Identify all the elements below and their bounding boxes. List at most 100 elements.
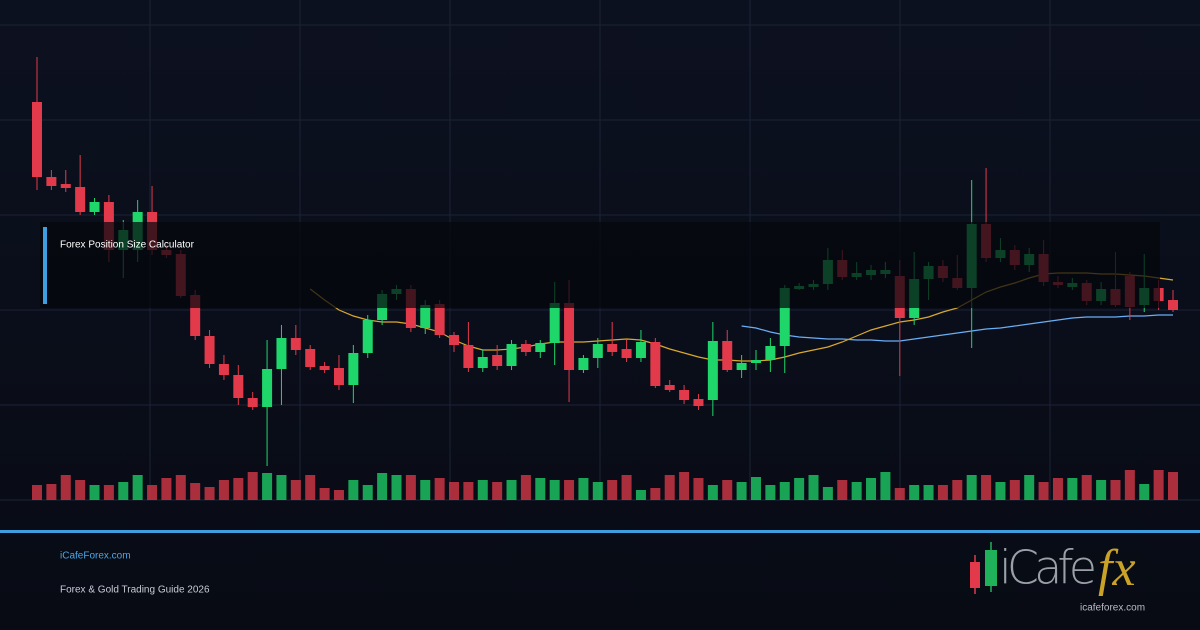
volume-bar — [592, 482, 603, 500]
volume-bar — [305, 475, 316, 500]
overlay-box — [40, 222, 1160, 308]
volume-bar — [1110, 480, 1121, 500]
site-link[interactable]: iCafeForex.com — [60, 551, 131, 562]
candle-body — [492, 355, 503, 366]
candle-body — [578, 358, 589, 370]
volume-bar — [578, 478, 589, 500]
volume-bar — [492, 482, 503, 500]
volume-bar — [175, 475, 186, 500]
volume-bar — [981, 475, 992, 500]
volume-bar — [995, 482, 1006, 500]
logo: iCafe fx icafeforex.com — [970, 540, 1145, 614]
volume-bar — [851, 482, 862, 500]
volume-bar — [391, 475, 402, 500]
candle-body — [276, 338, 287, 369]
volume-bar — [132, 475, 143, 500]
volume-bar — [1124, 470, 1135, 500]
candle-body — [449, 335, 460, 345]
volume-bar — [520, 475, 531, 500]
candle-body — [765, 346, 776, 360]
candle-body — [520, 344, 531, 352]
volume-bar — [894, 488, 905, 500]
candle-body — [693, 399, 704, 406]
candle-body — [405, 289, 416, 328]
volume-bar — [794, 478, 805, 500]
volume-bar — [937, 485, 948, 500]
volume-bar — [952, 480, 963, 500]
volume-bar — [506, 480, 517, 500]
candle-body — [549, 303, 560, 343]
logo-brand: iCafe — [999, 541, 1097, 595]
volume-bar — [607, 480, 618, 500]
volume-bar — [103, 485, 114, 500]
moving-average — [741, 314, 1173, 342]
candle-body — [564, 303, 575, 370]
candle-body — [46, 177, 57, 186]
volume-bar — [679, 472, 690, 500]
volume-bar — [333, 490, 344, 500]
volume-bar — [808, 475, 819, 500]
volume-bar — [1052, 478, 1063, 500]
volume-bar — [319, 488, 330, 500]
volume-bar — [434, 478, 445, 500]
candle-body — [305, 349, 316, 367]
volume-bar — [377, 473, 388, 500]
candle-body — [290, 338, 301, 350]
volume-bar — [1168, 472, 1178, 500]
overlay-accent — [43, 227, 47, 304]
candle-body — [420, 305, 431, 328]
candle-body — [32, 102, 42, 177]
candle-body — [348, 353, 359, 385]
candle-body — [89, 202, 100, 212]
logo-url: icafeforex.com — [1080, 603, 1145, 614]
candle-body — [247, 398, 258, 407]
candle-body — [535, 343, 546, 352]
volume-bar — [118, 482, 129, 500]
candle-body — [592, 344, 603, 358]
volume-bar — [693, 478, 704, 500]
volume-bar — [1038, 482, 1049, 500]
volume-bar — [880, 472, 891, 500]
volume-bar — [247, 472, 258, 500]
candle-body — [477, 357, 488, 368]
volume-bar — [909, 485, 920, 500]
candle-body — [707, 341, 718, 400]
volume-bar — [204, 487, 215, 500]
candle-body — [362, 320, 373, 353]
volume-bar — [477, 480, 488, 500]
volume-bar — [449, 482, 460, 500]
volume-bar — [218, 480, 229, 500]
volume-bar — [463, 482, 474, 500]
volume-bar — [650, 488, 661, 500]
volume-bar — [1067, 478, 1078, 500]
volume-bar — [75, 480, 86, 500]
volume-bar — [707, 485, 718, 500]
candle-body — [233, 375, 244, 398]
candle-body — [75, 187, 86, 212]
volume-bar — [46, 484, 57, 500]
volume-bar — [923, 485, 934, 500]
volume-bar — [837, 480, 848, 500]
candle-body — [607, 344, 618, 352]
candle-body — [218, 364, 229, 375]
volume-bar — [822, 487, 833, 500]
candle-body — [333, 368, 344, 385]
candle-body — [1168, 300, 1178, 310]
volume-bar — [32, 485, 42, 500]
volume-bar — [1139, 484, 1150, 500]
candle-body — [506, 344, 517, 366]
candle-body — [750, 360, 761, 363]
volume-bar — [262, 473, 273, 500]
volume-bar — [420, 480, 431, 500]
volume-bar — [161, 478, 172, 500]
candle-body — [779, 288, 790, 346]
volume-bar — [290, 480, 301, 500]
volume-bar — [1153, 470, 1164, 500]
candle-body — [679, 390, 690, 400]
volume-bar — [1096, 480, 1107, 500]
candle-body — [204, 336, 215, 364]
volume-bar — [779, 482, 790, 500]
candle-body — [434, 304, 445, 335]
